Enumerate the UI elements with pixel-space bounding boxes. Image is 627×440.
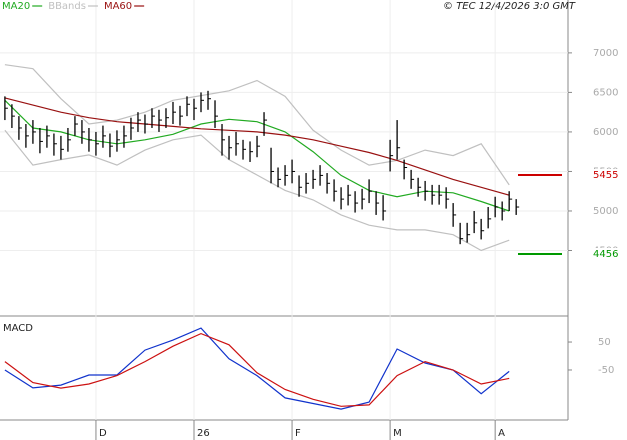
x-tick-label: 26 (197, 428, 210, 439)
y-tick-label: 6000 (593, 127, 618, 138)
legend-label: MA60 (104, 1, 132, 12)
level-label: 5455 (593, 170, 618, 181)
macd-title: MACD (3, 323, 33, 334)
bband-upper (4, 64, 510, 186)
y-tick-label: 6500 (593, 87, 618, 98)
level-label: 4456 (593, 249, 618, 260)
y-tick-label: 50 (598, 337, 611, 348)
macd-line (4, 327, 510, 410)
x-tick-label: D (99, 428, 107, 439)
bband-lower (4, 129, 510, 252)
legend-label: MA20 (2, 1, 30, 12)
x-tick-label: F (295, 428, 301, 439)
x-tick-label: A (498, 428, 505, 439)
y-tick-label: 5000 (593, 206, 618, 217)
level-label-bg (591, 247, 619, 260)
macd-line (4, 332, 510, 407)
x-tick-label: M (393, 428, 402, 439)
y-tick-label: 7000 (593, 48, 618, 59)
legend-label: BBands (48, 1, 86, 12)
level-label-bg (591, 169, 619, 182)
y-tick-label: -50 (598, 365, 614, 376)
ma-line (4, 97, 510, 196)
copyright: © TEC 12/4/2026 3:0 GMT (443, 1, 576, 12)
